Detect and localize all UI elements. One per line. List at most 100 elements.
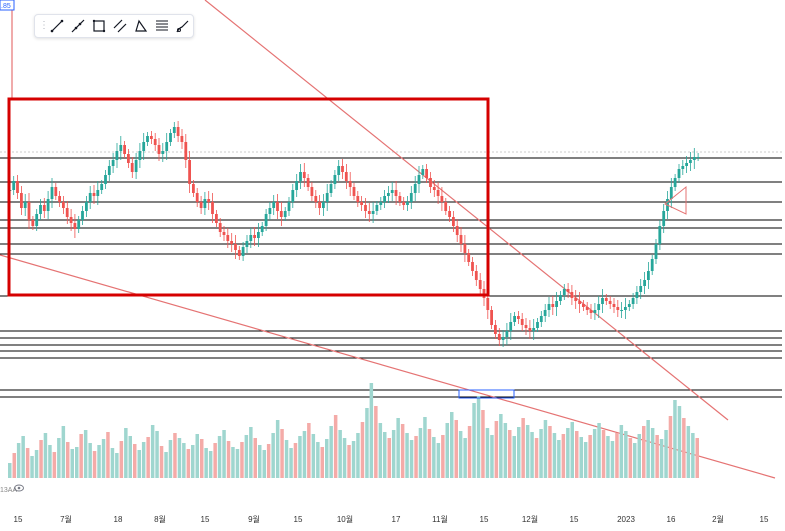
volume-bar: [374, 406, 378, 478]
candle-body: [631, 298, 635, 304]
candle-body: [138, 151, 142, 160]
volume-bar: [400, 424, 405, 478]
volume-bar: [575, 431, 579, 478]
fib-retracement-tool-icon[interactable]: [153, 17, 171, 35]
trend-lines: [0, 0, 776, 479]
candle-body: [88, 193, 92, 202]
volume-bar: [476, 396, 481, 478]
candle-body: [291, 190, 295, 202]
x-tick-label: 18: [114, 515, 123, 524]
volume-bar: [552, 433, 557, 478]
candle-body: [127, 154, 130, 163]
volume-bar: [557, 440, 561, 478]
candle-body: [100, 184, 104, 190]
candle-body: [150, 136, 153, 139]
candle-body: [387, 193, 390, 196]
candle-body: [432, 187, 436, 190]
highlight-box: [7, 97, 490, 297]
candle-body: [69, 217, 73, 223]
volume-bar: [191, 445, 195, 478]
candle-body: [169, 133, 172, 142]
volume-bar: [258, 445, 262, 478]
drag-handle-icon[interactable]: ⋮: [39, 20, 49, 31]
candle-body: [490, 310, 493, 325]
volume-bar: [646, 420, 650, 478]
volume-bar: [566, 428, 570, 478]
candle-body: [616, 307, 620, 310]
candle-body: [54, 187, 58, 196]
candle-body: [608, 301, 612, 304]
candle-body: [417, 175, 421, 184]
volume-bar: [316, 442, 320, 478]
rectangle-tool-icon[interactable]: [90, 17, 108, 35]
candle-body: [249, 235, 253, 241]
candle-body: [134, 160, 138, 172]
candle-body: [295, 181, 298, 190]
volume-bar: [691, 433, 695, 478]
volume-bar: [70, 449, 74, 478]
volume-bar: [637, 434, 641, 478]
volume-bar: [508, 430, 512, 478]
volume-bar: [619, 425, 624, 478]
volume-bar: [48, 445, 52, 478]
volume-bar: [633, 443, 637, 478]
candle-body: [199, 202, 203, 208]
candle-body: [478, 280, 482, 289]
volume-bar: [275, 420, 280, 478]
candle-body: [367, 211, 371, 214]
volume-bar: [490, 435, 494, 478]
candle-body: [513, 316, 516, 322]
x-tick-label: 11월: [432, 514, 448, 524]
volume-bar: [534, 438, 539, 478]
parallel-channel-tool-icon[interactable]: [111, 17, 129, 35]
candle-body: [375, 205, 379, 211]
volume-bar: [347, 445, 351, 478]
x-axis-ticks: 15 7월 18 8월 15 9월 15 10월 17 11월 15 12월 15 2023 16 2월 15: [14, 514, 769, 524]
candle-body: [306, 178, 310, 187]
volume-bar: [686, 426, 691, 478]
candle-body: [337, 166, 341, 175]
volume-bar: [450, 412, 454, 478]
candle-body: [348, 181, 352, 187]
candle-body: [582, 304, 585, 307]
candle-body: [677, 169, 681, 178]
candle-body: [570, 292, 574, 298]
triangle-tool-icon[interactable]: [132, 17, 150, 35]
candle-body: [62, 202, 65, 208]
volume-bar: [445, 423, 449, 478]
candle-body: [352, 187, 356, 196]
candle-body: [593, 310, 597, 313]
volume-bar: [141, 442, 146, 478]
volume-bar: [499, 414, 503, 478]
candle-body: [92, 193, 96, 196]
volume-bar: [485, 428, 490, 478]
volume-bar: [12, 453, 16, 478]
candle-body: [318, 202, 321, 208]
volume-bar: [512, 436, 516, 478]
ray-tool-icon[interactable]: [69, 17, 87, 35]
candle-body: [65, 208, 69, 217]
price-badge-text: .85: [1, 3, 11, 10]
volume-bar: [21, 436, 25, 478]
candle-body: [333, 175, 337, 184]
candle-body: [635, 292, 639, 298]
candle-body: [50, 187, 54, 199]
candle-body: [192, 184, 195, 193]
candle-body: [612, 304, 616, 307]
candle-body: [73, 223, 77, 229]
candle-body: [142, 142, 146, 151]
volume-bar: [360, 422, 365, 478]
brush-tool-icon[interactable]: [174, 17, 192, 35]
volume-bar: [133, 444, 137, 478]
volume-bar: [43, 433, 48, 478]
candle-body: [119, 145, 123, 151]
eye-icon[interactable]: [14, 484, 24, 492]
volume-bar: [369, 383, 374, 478]
candle-body: [226, 235, 230, 241]
candle-body: [58, 196, 61, 202]
candle-body: [16, 181, 19, 193]
trend-line-tool-icon[interactable]: [48, 17, 66, 35]
volume-bar: [88, 443, 92, 478]
volume-bar: [284, 440, 289, 478]
